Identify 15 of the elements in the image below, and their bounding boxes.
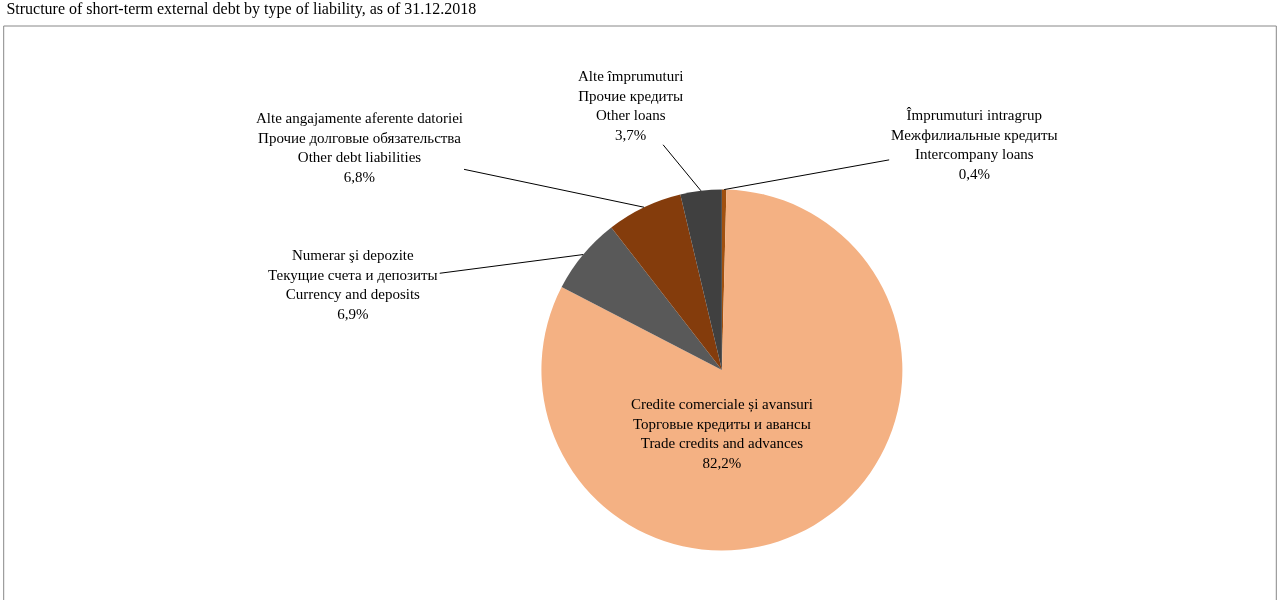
data-label: 3,7% [615, 126, 647, 143]
data-label: 6,9% [337, 305, 369, 322]
slice-label: Credite comerciale și avansuri Торговые кредиты и авансы Trade credits and advances [630, 396, 813, 452]
slice-label: Împrumuturi intragrup Межфилиальные кредиты Intercompany loans [891, 107, 1058, 162]
data-label: 82,2% [702, 454, 742, 471]
slice-label: Alte împrumuturi Прочие кредиты Other loans [578, 68, 684, 123]
pie-slice [541, 189, 903, 551]
slice-label: Numerar şi depozite Текущие счета и депозиты Currency and deposits [268, 247, 438, 302]
pie-slice [611, 194, 722, 371]
chart-title: Structure of short-term external debt by type of liability, as of 31.12.2018 [6, 0, 477, 19]
data-label: 0,4% [958, 165, 990, 182]
data-label: 6,8% [343, 168, 376, 185]
pie-slice [561, 227, 722, 371]
pie-slice [680, 189, 722, 371]
slice-label: Alte angajamente aferente datoriei Прочие долговые обязательства Other debt liabilities [256, 110, 463, 165]
